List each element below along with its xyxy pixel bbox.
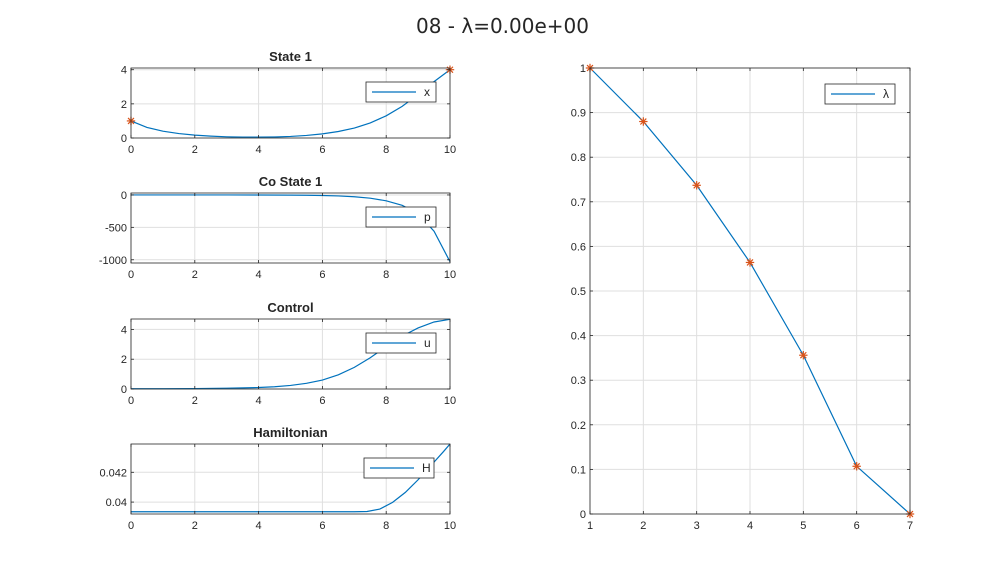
x-tick-label: 8 <box>383 520 389 532</box>
data-marker-1 <box>639 117 648 126</box>
x-tick-label: 4 <box>256 395 262 407</box>
axes-box <box>130 67 451 139</box>
y-tick-label: 0.042 <box>99 467 127 479</box>
y-tick-label: 0.4 <box>571 331 586 343</box>
y-tick-label: -500 <box>105 222 127 234</box>
axes-box <box>130 192 451 264</box>
x-tick-label: 0 <box>128 395 134 407</box>
x-tick-label: 10 <box>444 395 456 407</box>
x-tick-label: 8 <box>383 395 389 407</box>
figure-title: 08 - λ=0.00e+00 <box>415 14 590 38</box>
x-tick-label: 10 <box>444 269 456 281</box>
x-tick-label: 10 <box>444 144 456 156</box>
y-tick-label: 0.04 <box>106 497 127 509</box>
y-tick-label: 0.7 <box>571 197 586 209</box>
y-tick-label: 4 <box>121 324 127 336</box>
data-marker-2 <box>692 181 701 190</box>
y-tick-label: 0.9 <box>571 108 586 120</box>
x-tick-label: 6 <box>319 269 325 281</box>
y-tick-label: 0.6 <box>571 241 586 253</box>
x-tick-label: 4 <box>256 269 262 281</box>
axes-title: Hamiltonian <box>253 425 327 440</box>
x-tick-label: 0 <box>128 520 134 532</box>
legend-entry: H <box>422 461 431 475</box>
plot-area <box>131 319 450 389</box>
plot-area <box>131 68 450 138</box>
x-tick-label: 0 <box>128 269 134 281</box>
legend: u <box>365 332 437 354</box>
x-tick-label: 6 <box>319 144 325 156</box>
y-tick-label: 0.8 <box>571 152 586 164</box>
x-tick-label: 6 <box>319 520 325 532</box>
axes-costate1: 0 2 4 6 8 10 -1000 -500 0 Co State 1 p <box>99 174 456 281</box>
y-tick-label: 0.1 <box>571 464 586 476</box>
y-tick-label: 0 <box>121 384 127 396</box>
y-tick-label: 0.2 <box>571 420 586 432</box>
legend: H <box>363 457 435 479</box>
axes-box <box>130 318 451 390</box>
axes-lambda: 1 2 3 4 5 6 7 0 0.1 0.2 0.3 0.4 0.5 0.6 0.7 0.8 0.9 1 λ <box>571 63 915 532</box>
y-tick-label: 0 <box>121 133 127 145</box>
y-tick-label: 4 <box>121 65 127 77</box>
x-tick-label: 2 <box>192 395 198 407</box>
x-tick-label: 2 <box>192 269 198 281</box>
axes-box <box>130 443 451 515</box>
x-tick-label: 4 <box>256 144 262 156</box>
x-tick-label: 4 <box>256 520 262 532</box>
legend-entry: x <box>424 85 430 99</box>
x-tick-label: 6 <box>319 395 325 407</box>
axes-title: State 1 <box>269 49 312 64</box>
legend-entry: u <box>424 336 431 350</box>
y-tick-label: 2 <box>121 354 127 366</box>
data-marker-4 <box>799 351 808 360</box>
series-line-x <box>130 69 451 138</box>
y-tick-label: 0.5 <box>571 286 586 298</box>
y-tick-label: 0 <box>580 509 586 521</box>
y-tick-label: 0.3 <box>571 375 586 387</box>
x-tick-label: 6 <box>854 520 860 532</box>
y-tick-label: 1 <box>580 63 586 75</box>
y-tick-label: 0 <box>121 190 127 202</box>
x-tick-label: 3 <box>694 520 700 532</box>
x-tick-label: 2 <box>192 144 198 156</box>
x-tick-label: 5 <box>800 520 806 532</box>
data-marker-3 <box>745 258 755 267</box>
axes-title: Co State 1 <box>259 174 323 189</box>
legend-entry: p <box>424 210 431 224</box>
legend-entry: λ <box>883 87 889 101</box>
x-tick-label: 7 <box>907 520 913 532</box>
x-tick-label: 2 <box>192 520 198 532</box>
axes-title: Control <box>267 300 313 315</box>
data-marker-5 <box>852 462 861 471</box>
y-tick-label: 2 <box>121 99 127 111</box>
x-tick-label: 1 <box>587 520 593 532</box>
y-tick-label: -1000 <box>99 255 127 267</box>
axes-control: 0 2 4 6 8 10 0 2 4 Control u <box>121 300 456 407</box>
legend: p <box>365 206 437 228</box>
x-tick-label: 4 <box>747 520 753 532</box>
x-tick-label: 0 <box>128 144 134 156</box>
plot-area <box>131 193 450 263</box>
x-tick-label: 10 <box>444 520 456 532</box>
axes-state1: 0 2 4 6 8 10 0 2 4 State 1 x <box>121 49 456 156</box>
legend: λ <box>824 83 896 105</box>
plot-area <box>131 444 450 514</box>
x-tick-label: 2 <box>640 520 646 532</box>
axes-hamiltonian: 0 2 4 6 8 10 0.04 0.042 Hamiltonian H <box>99 425 456 532</box>
legend: x <box>365 81 437 103</box>
x-tick-label: 8 <box>383 144 389 156</box>
x-tick-label: 8 <box>383 269 389 281</box>
